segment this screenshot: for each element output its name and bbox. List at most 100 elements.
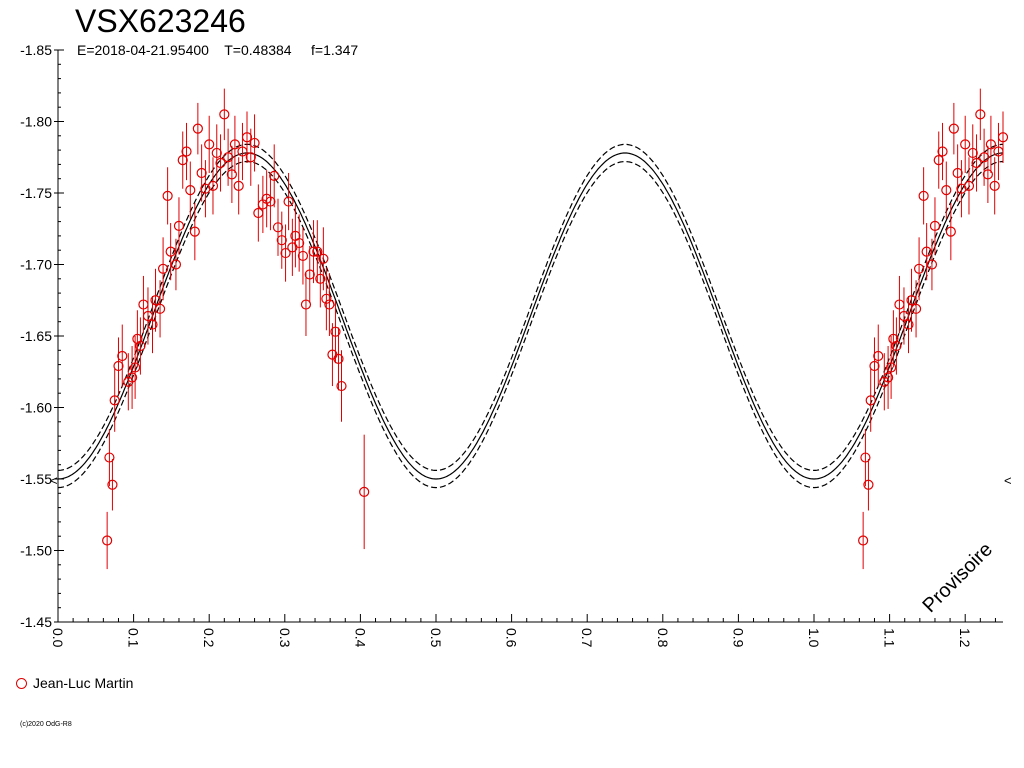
data-point (269, 170, 280, 181)
data-point (308, 246, 319, 257)
data-point (882, 372, 894, 383)
x-tick-label: 1.2 (957, 628, 973, 648)
data-point (192, 123, 203, 134)
data-point (312, 246, 323, 257)
data-point (333, 353, 344, 364)
data-point (297, 250, 309, 262)
data-point (860, 452, 871, 463)
model-curves (57, 143, 1004, 489)
data-point (975, 109, 986, 120)
data-point (135, 340, 146, 352)
chart-legend: Jean-Luc Martin (16, 674, 133, 692)
data-point (126, 372, 138, 383)
data-point (926, 259, 938, 270)
data-point (910, 303, 922, 314)
x-tick-label: 0.0 (50, 628, 66, 648)
data-point (130, 362, 141, 373)
data-point (873, 350, 884, 362)
data-point (249, 137, 260, 149)
data-point (102, 535, 113, 546)
data-point (241, 132, 253, 143)
data-point (865, 395, 876, 406)
data-point (104, 452, 115, 463)
data-point (211, 147, 222, 159)
data-point (300, 299, 312, 310)
data-point (280, 247, 291, 259)
right-edge-marker: < (1004, 473, 1012, 488)
data-point (219, 109, 230, 120)
copyright-notice: (c)2020 OdG-R8 (20, 721, 72, 728)
chart-axes: -1.85 -1.80 -1.75 -1.70 -1.65 -1.60 -1.55 -1.50… (20, 42, 1003, 648)
data-point (918, 190, 929, 201)
data-point (888, 333, 899, 344)
left-edge-marker: < (50, 473, 58, 488)
data-point (359, 486, 370, 497)
model-curve-center (57, 152, 1003, 480)
data-point (903, 319, 914, 330)
data-point (952, 167, 963, 179)
data-point (107, 479, 118, 490)
data-point (223, 152, 234, 163)
data-point (330, 326, 341, 337)
data-point (189, 226, 200, 237)
x-tick-label: 0.3 (277, 628, 293, 648)
data-point (272, 222, 284, 233)
watermark-label: Provisoire (919, 539, 997, 617)
data-point (113, 360, 124, 372)
x-tick-label: 0.2 (201, 628, 217, 648)
data-point (315, 273, 326, 284)
x-tick-label: 1.1 (882, 628, 898, 648)
data-point (997, 132, 1009, 143)
data-point (336, 380, 347, 392)
data-point (921, 246, 932, 257)
data-point (276, 235, 287, 246)
data-point (963, 180, 975, 191)
y-tick-label: -1.75 (20, 185, 52, 201)
y-tick-label: -1.85 (20, 42, 52, 58)
data-point (162, 190, 173, 201)
x-tick-label: 1.0 (806, 628, 822, 648)
data-point (985, 139, 997, 150)
x-tick-label: 0.9 (730, 628, 746, 648)
data-point (941, 185, 952, 196)
data-point (321, 293, 332, 304)
data-points (102, 88, 1009, 570)
x-tick-label: 0.1 (126, 628, 142, 648)
data-point (132, 333, 143, 344)
x-tick-label: 0.6 (504, 628, 520, 648)
data-point (215, 157, 226, 169)
data-point (265, 196, 276, 207)
data-point (170, 259, 182, 270)
y-tick-label: -1.45 (20, 614, 52, 630)
legend-entry: Jean-Luc Martin (33, 675, 134, 691)
data-point (226, 169, 237, 180)
data-point (233, 180, 244, 191)
chart-subtitle: E=2018-04-21.95400 T=0.48384 f=1.347 (77, 42, 359, 58)
data-point (196, 167, 207, 179)
x-tick-label: 0.5 (428, 628, 444, 648)
data-point (245, 152, 256, 163)
data-point (109, 395, 120, 406)
data-point (929, 220, 941, 231)
data-point (324, 299, 335, 310)
data-point (945, 226, 956, 237)
chart-title: VSX623246 (75, 3, 246, 39)
data-point (989, 180, 1000, 191)
data-point (318, 253, 329, 264)
data-point (165, 246, 176, 257)
model-curve-lower (57, 160, 1004, 489)
x-tick-label: 0.7 (579, 628, 595, 648)
data-point (933, 155, 944, 166)
data-point (891, 340, 902, 352)
data-point (948, 123, 959, 134)
data-point (185, 185, 196, 196)
data-point (283, 196, 294, 207)
data-point (869, 360, 880, 372)
data-point (181, 146, 192, 157)
y-tick-label: -1.50 (20, 543, 52, 559)
data-point (229, 139, 241, 150)
data-point (304, 269, 315, 280)
data-point (157, 263, 169, 274)
data-point (154, 303, 166, 314)
